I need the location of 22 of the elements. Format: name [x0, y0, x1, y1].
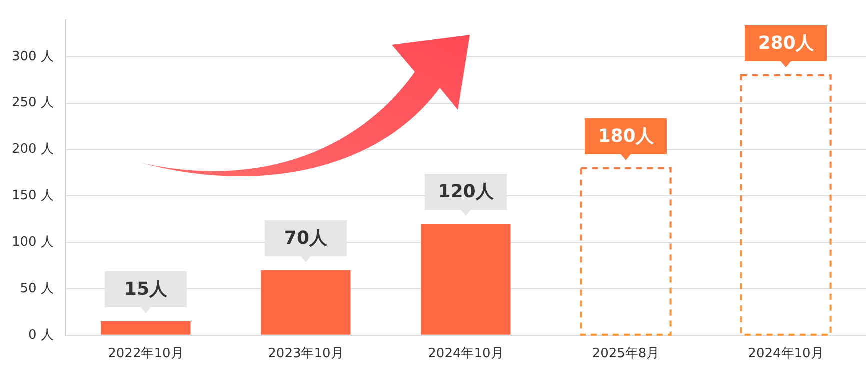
y-tick-label: 100 人 [12, 234, 54, 250]
x-tick-label: 2024年10月 [428, 346, 504, 362]
bar [580, 167, 672, 336]
y-tick-label: 150 人 [12, 188, 54, 204]
bar [421, 224, 511, 335]
y-tick-label: 250 人 [12, 96, 54, 111]
y-tick-label: 200 人 [12, 142, 54, 158]
bar [101, 321, 191, 335]
data-label: 180人 [598, 126, 655, 147]
data-label: 120人 [438, 182, 495, 203]
bar [740, 74, 832, 336]
x-tick-label: 2025年8月 [592, 346, 660, 362]
x-tick-label: 2024年10月 [748, 346, 824, 362]
y-tick-label: 0 人 [28, 328, 54, 343]
x-tick-label: 2023年10月 [268, 346, 344, 362]
data-label: 70人 [284, 228, 328, 250]
y-tick-label: 300 人 [12, 49, 54, 64]
data-label: 280人 [758, 33, 815, 54]
data-label: 15人 [124, 279, 168, 300]
bar [261, 270, 351, 335]
y-tick-label: 50 人 [20, 281, 54, 296]
x-tick-label: 2022年10月 [108, 346, 184, 362]
